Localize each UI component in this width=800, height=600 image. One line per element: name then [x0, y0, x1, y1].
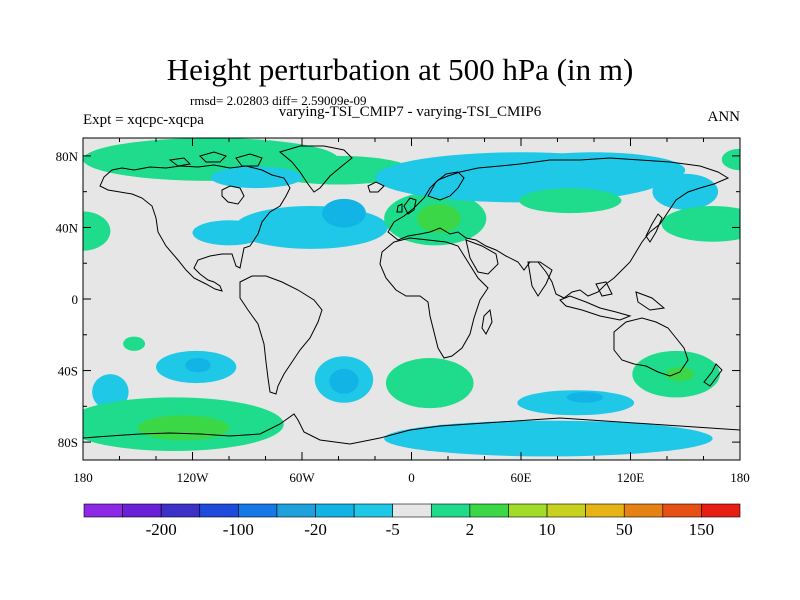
colorbar-swatch [701, 503, 741, 518]
colorbar-swatch [315, 503, 355, 518]
colorbar-swatch [160, 503, 201, 518]
negative-anomaly-region [652, 173, 719, 210]
negative-anomaly-region [384, 420, 713, 457]
x-tick-label: 60E [511, 470, 532, 485]
anomaly-field-layer [83, 138, 740, 457]
coastline-hudson-bay [221, 185, 245, 205]
y-tick-label: 40S [58, 364, 78, 379]
colorbar: -200 -100 -20 -5 2 10 50 150 [83, 503, 741, 539]
colorbar-swatch [276, 503, 316, 518]
positive-anomaly-region [661, 205, 740, 242]
colorbar-label: -100 [223, 520, 254, 539]
coastline-north-america [99, 164, 291, 292]
coastline-eurasia [387, 157, 730, 299]
x-tick-label: 180 [730, 470, 750, 485]
coastline-new-zealand [703, 363, 723, 387]
coastline-india [527, 261, 553, 297]
positive-anomaly-region [385, 358, 474, 409]
negative-anomaly-region [185, 358, 211, 373]
negative-anomaly-region [192, 220, 266, 246]
colorbar-label: 150 [689, 520, 715, 539]
negative-anomaly-region [210, 166, 302, 189]
x-tick-label: 180 [73, 470, 93, 485]
coastline-scandinavia [427, 171, 465, 201]
map-title: Height perturbation at 500 hPa (in m) [166, 52, 634, 87]
x-tick-label: 0 [408, 470, 415, 485]
positive-anomaly-region [123, 336, 146, 351]
colorbar-swatch [83, 503, 123, 518]
colorbar-swatch [585, 503, 625, 518]
positive-anomaly-region [83, 211, 111, 251]
colorbar-swatch [353, 503, 394, 518]
colorbar-swatch [430, 503, 471, 518]
colorbar-swatch [199, 503, 239, 518]
map-axes: 180 120W 60W 0 60E 120E 180 80N 40N 0 40S 80S [56, 138, 750, 485]
coastline-layer [83, 145, 740, 445]
colorbar-label: 10 [539, 520, 556, 539]
positive-anomaly-region [665, 366, 695, 382]
positive-anomaly-region [416, 204, 461, 233]
coastline-indonesia [559, 281, 666, 321]
negative-anomaly-region [92, 374, 129, 410]
colorbar-label: -5 [386, 520, 400, 539]
positive-anomaly-region [721, 148, 740, 171]
colorbar-label: -20 [304, 520, 327, 539]
x-tick-label: 120W [177, 470, 210, 485]
x-tick-label: 120E [617, 470, 645, 485]
colorbar-label: 50 [616, 520, 633, 539]
coastline-japan [645, 213, 663, 243]
negative-anomaly-region [566, 392, 604, 403]
colorbar-swatch [662, 503, 702, 518]
coastline-antarctica [83, 413, 740, 445]
coastline-greenland [278, 145, 353, 193]
coastline-arabia [465, 239, 499, 275]
experiment-label: Expt = xqcpc-xqcpa [83, 112, 204, 128]
colorbar-swatch [546, 503, 586, 518]
colorbar-swatch [392, 503, 432, 518]
y-tick-label: 40N [56, 220, 79, 235]
season-label: ANN [707, 109, 741, 125]
negative-anomaly-region [517, 390, 635, 416]
coastline-australia [613, 317, 689, 377]
y-tick-label: 80S [58, 435, 78, 450]
negative-anomaly-region [329, 368, 359, 394]
positive-anomaly-region [137, 415, 229, 441]
coastline-arctic-islands [168, 151, 263, 167]
x-tick-label: 60W [289, 470, 315, 485]
colorbar-swatch [469, 503, 509, 518]
positive-anomaly-region [519, 188, 622, 214]
experiment-subtitle: varying-TSI_CMIP7 - varying-TSI_CMIP6 [278, 104, 542, 120]
y-tick-label: 80N [56, 149, 79, 164]
rmsd-stats: rmsd= 2.02803 diff= 2.59009e-09 [190, 93, 367, 108]
coastline-madagascar [481, 308, 493, 335]
colorbar-swatch [122, 503, 162, 518]
coastline-british-isles [396, 197, 417, 215]
colorbar-swatch [623, 503, 664, 518]
colorbar-swatch [508, 503, 548, 518]
coastline-africa [379, 237, 489, 359]
colorbar-label: -200 [146, 520, 177, 539]
colorbar-label: 2 [466, 520, 475, 539]
coastline-iceland [367, 181, 385, 193]
y-tick-label: 0 [72, 292, 79, 307]
negative-anomaly-region [322, 198, 366, 228]
coastline-south-america [239, 275, 323, 395]
negative-anomaly-region [502, 152, 686, 189]
colorbar-swatch [238, 503, 278, 518]
